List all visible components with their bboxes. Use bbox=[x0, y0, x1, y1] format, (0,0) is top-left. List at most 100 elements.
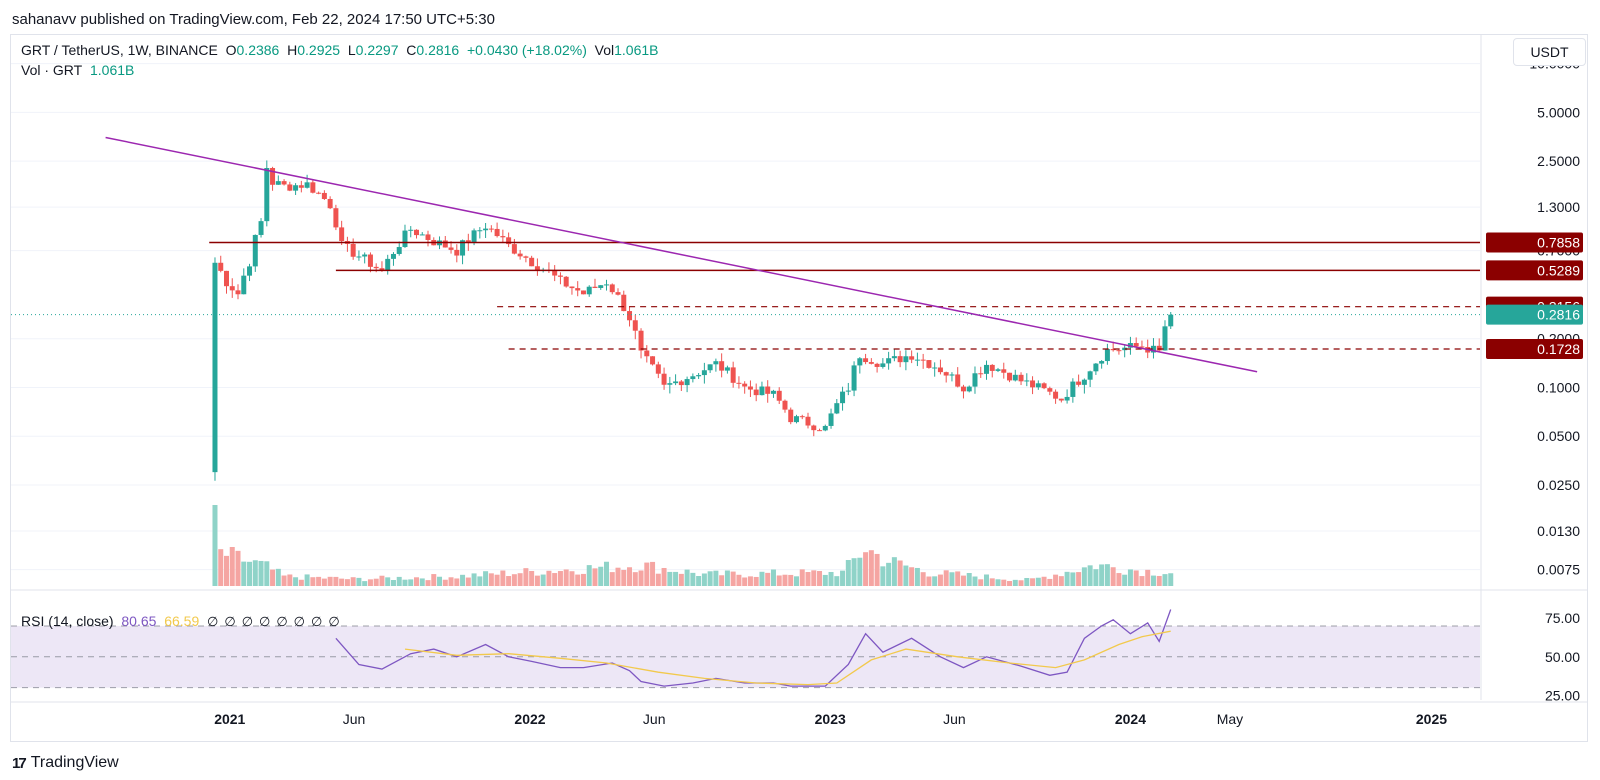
candle[interactable] bbox=[621, 294, 627, 312]
candle[interactable] bbox=[1133, 343, 1139, 347]
candle[interactable] bbox=[920, 359, 926, 361]
candle[interactable] bbox=[770, 390, 776, 394]
candle[interactable] bbox=[385, 258, 391, 271]
candle[interactable] bbox=[805, 416, 811, 426]
candle[interactable] bbox=[511, 244, 517, 254]
candle[interactable] bbox=[396, 247, 402, 254]
candle[interactable] bbox=[753, 389, 759, 396]
candle[interactable] bbox=[529, 257, 535, 267]
candle[interactable] bbox=[1018, 374, 1024, 382]
candle[interactable] bbox=[500, 236, 506, 238]
candle[interactable] bbox=[759, 386, 765, 396]
candle[interactable] bbox=[362, 254, 368, 257]
candle[interactable] bbox=[817, 430, 823, 432]
candle[interactable] bbox=[776, 390, 782, 401]
candle[interactable] bbox=[747, 386, 753, 390]
candle[interactable] bbox=[442, 240, 448, 248]
candle[interactable] bbox=[1035, 383, 1041, 388]
candle[interactable] bbox=[972, 373, 978, 387]
candle[interactable] bbox=[863, 358, 869, 363]
candle[interactable] bbox=[321, 192, 327, 199]
candle[interactable] bbox=[235, 290, 241, 295]
candle[interactable] bbox=[557, 275, 563, 277]
candle[interactable] bbox=[857, 358, 863, 366]
candle[interactable] bbox=[678, 381, 684, 386]
candle[interactable] bbox=[644, 350, 650, 357]
candle[interactable] bbox=[494, 228, 500, 237]
candle[interactable] bbox=[1007, 372, 1013, 381]
candle[interactable] bbox=[264, 168, 270, 222]
candle[interactable] bbox=[241, 275, 247, 295]
candle[interactable] bbox=[765, 386, 771, 394]
candle[interactable] bbox=[696, 375, 702, 377]
trendline[interactable] bbox=[105, 136, 1258, 373]
candle[interactable] bbox=[1139, 346, 1145, 348]
candle[interactable] bbox=[304, 182, 310, 188]
candle[interactable] bbox=[218, 262, 224, 271]
candle[interactable] bbox=[724, 367, 730, 371]
candle[interactable] bbox=[488, 228, 494, 230]
symbol-name[interactable]: GRT / TetherUS, 1W, BINANCE bbox=[21, 42, 218, 58]
candle[interactable] bbox=[367, 254, 373, 267]
candle[interactable] bbox=[339, 227, 345, 242]
candle[interactable] bbox=[983, 364, 989, 374]
candle[interactable] bbox=[943, 372, 949, 376]
candle[interactable] bbox=[707, 364, 713, 371]
candle[interactable] bbox=[575, 288, 581, 291]
candle[interactable] bbox=[258, 221, 264, 235]
candle[interactable] bbox=[477, 230, 483, 232]
candle[interactable] bbox=[287, 184, 293, 191]
candle[interactable] bbox=[909, 356, 915, 360]
candle[interactable] bbox=[523, 256, 529, 258]
candle[interactable] bbox=[828, 413, 834, 426]
candle[interactable] bbox=[978, 373, 984, 375]
candle[interactable] bbox=[736, 382, 742, 384]
candle[interactable] bbox=[880, 363, 886, 367]
candle[interactable] bbox=[408, 229, 414, 231]
candle[interactable] bbox=[229, 286, 235, 291]
candle[interactable] bbox=[275, 181, 281, 185]
candle[interactable] bbox=[569, 286, 575, 289]
candle[interactable] bbox=[667, 383, 673, 385]
currency-button[interactable]: USDT bbox=[1513, 38, 1586, 66]
candle[interactable] bbox=[1053, 391, 1059, 399]
candle[interactable] bbox=[552, 270, 558, 276]
candle[interactable] bbox=[517, 253, 523, 257]
candle[interactable] bbox=[425, 234, 431, 240]
candle[interactable] bbox=[563, 276, 569, 287]
candle[interactable] bbox=[1001, 369, 1007, 373]
candle[interactable] bbox=[903, 356, 909, 363]
candle[interactable] bbox=[960, 386, 966, 392]
candle[interactable] bbox=[615, 292, 621, 295]
candle[interactable] bbox=[223, 270, 229, 287]
candle[interactable] bbox=[350, 243, 356, 257]
rsi-label[interactable]: RSI (14, close) bbox=[21, 613, 114, 629]
candle[interactable] bbox=[886, 358, 892, 364]
candle[interactable] bbox=[1168, 314, 1174, 327]
candle[interactable] bbox=[730, 367, 736, 383]
candle[interactable] bbox=[897, 356, 903, 363]
candle[interactable] bbox=[955, 374, 961, 387]
candle[interactable] bbox=[293, 185, 299, 191]
candle[interactable] bbox=[252, 234, 258, 267]
candle[interactable] bbox=[506, 237, 512, 245]
candle[interactable] bbox=[419, 234, 425, 236]
candle[interactable] bbox=[1012, 374, 1018, 381]
candle[interactable] bbox=[373, 266, 379, 269]
candle[interactable] bbox=[1087, 371, 1093, 380]
candle[interactable] bbox=[1081, 379, 1087, 385]
candle[interactable] bbox=[247, 266, 253, 276]
candle[interactable] bbox=[874, 363, 880, 367]
candle[interactable] bbox=[598, 285, 604, 288]
candle[interactable] bbox=[673, 381, 679, 384]
candle[interactable] bbox=[782, 400, 788, 410]
candle[interactable] bbox=[1047, 388, 1053, 392]
candle[interactable] bbox=[1070, 381, 1076, 397]
candle[interactable] bbox=[966, 386, 972, 392]
candle[interactable] bbox=[1030, 380, 1036, 388]
candle[interactable] bbox=[413, 229, 419, 236]
candle[interactable] bbox=[609, 284, 615, 293]
candle[interactable] bbox=[661, 373, 667, 385]
candle[interactable] bbox=[742, 383, 748, 387]
candle[interactable] bbox=[891, 356, 897, 359]
